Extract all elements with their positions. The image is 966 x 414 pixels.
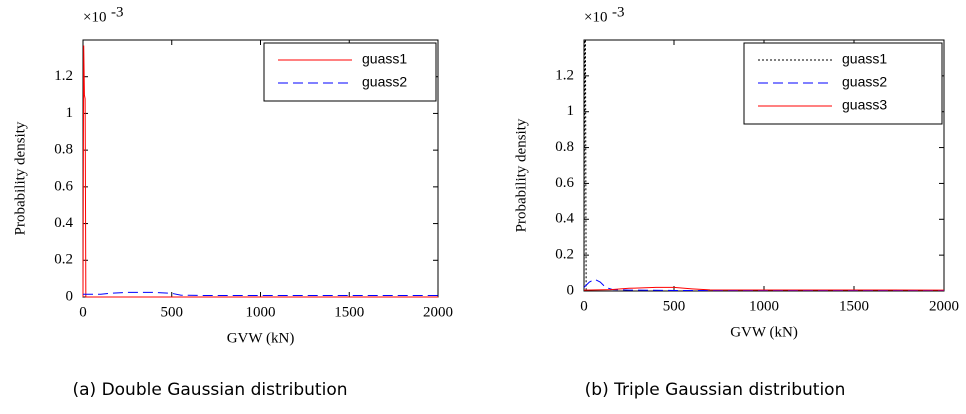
legend-box <box>263 42 437 102</box>
y-tick-label: 0.8 <box>54 142 73 158</box>
x-tick-label: 1500 <box>334 304 364 320</box>
caption: (b) Triple Gaussian distribution <box>585 380 846 400</box>
y-tick-label: 0.4 <box>54 215 73 231</box>
scale-exponent: -3 <box>111 4 124 20</box>
legend-label: guass1 <box>842 51 887 67</box>
chart: 0 500 1000 1500 2000 0 0.2 0.4 0.6 0.8 1 1.2 ×10 -3 GV… <box>513 4 959 400</box>
x-tick-label: 2000 <box>929 298 959 314</box>
y-tick-label: 0.2 <box>555 247 574 263</box>
y-tick-label: 0.2 <box>54 252 73 268</box>
legend-label: guass2 <box>842 74 887 90</box>
series-line <box>583 278 944 291</box>
chart: 0 500 1000 1500 2000 0 0.2 0.4 0.6 0.8 1 1.2 ×10 -3 GV… <box>12 4 453 400</box>
y-tick-label: 1.2 <box>54 68 73 84</box>
x-tick-label: 1000 <box>246 304 276 320</box>
x-axis-label: GVW (kN) <box>227 330 295 346</box>
series-line <box>83 291 438 297</box>
x-axis-label: GVW (kN) <box>730 324 798 340</box>
scale-factor: ×10 <box>83 9 106 25</box>
legend-label: guass1 <box>362 51 407 67</box>
y-tick-label: 0.6 <box>555 175 574 191</box>
x-tick-label: 500 <box>663 298 686 314</box>
legend-label: guass2 <box>362 74 407 90</box>
x-tick-label: 1500 <box>839 298 869 314</box>
y-tick-label: 0 <box>567 282 575 298</box>
x-tick-label: 500 <box>161 304 184 320</box>
y-tick-label: 0 <box>66 288 74 304</box>
scale-factor: ×10 <box>584 9 607 25</box>
y-axis-label: Probability density <box>513 118 529 232</box>
y-tick-label: 1 <box>567 103 575 119</box>
x-tick-label: 0 <box>580 298 588 314</box>
series-line <box>82 45 438 298</box>
x-tick-label: 2000 <box>423 304 453 320</box>
y-tick-label: 0.6 <box>54 178 73 194</box>
y-axis-label: Probability density <box>12 121 28 235</box>
x-tick-label: 1000 <box>749 298 779 314</box>
legend-label: guass3 <box>842 97 887 113</box>
series-line <box>583 286 945 291</box>
y-tick-label: 0.4 <box>555 211 574 227</box>
x-tick-label: 0 <box>79 304 87 320</box>
y-tick-label: 0.8 <box>555 139 574 155</box>
y-tick-label: 1 <box>66 105 74 121</box>
scale-exponent: -3 <box>612 4 625 20</box>
y-tick-label: 1.2 <box>555 67 574 83</box>
caption: (a) Double Gaussian distribution <box>72 380 347 400</box>
